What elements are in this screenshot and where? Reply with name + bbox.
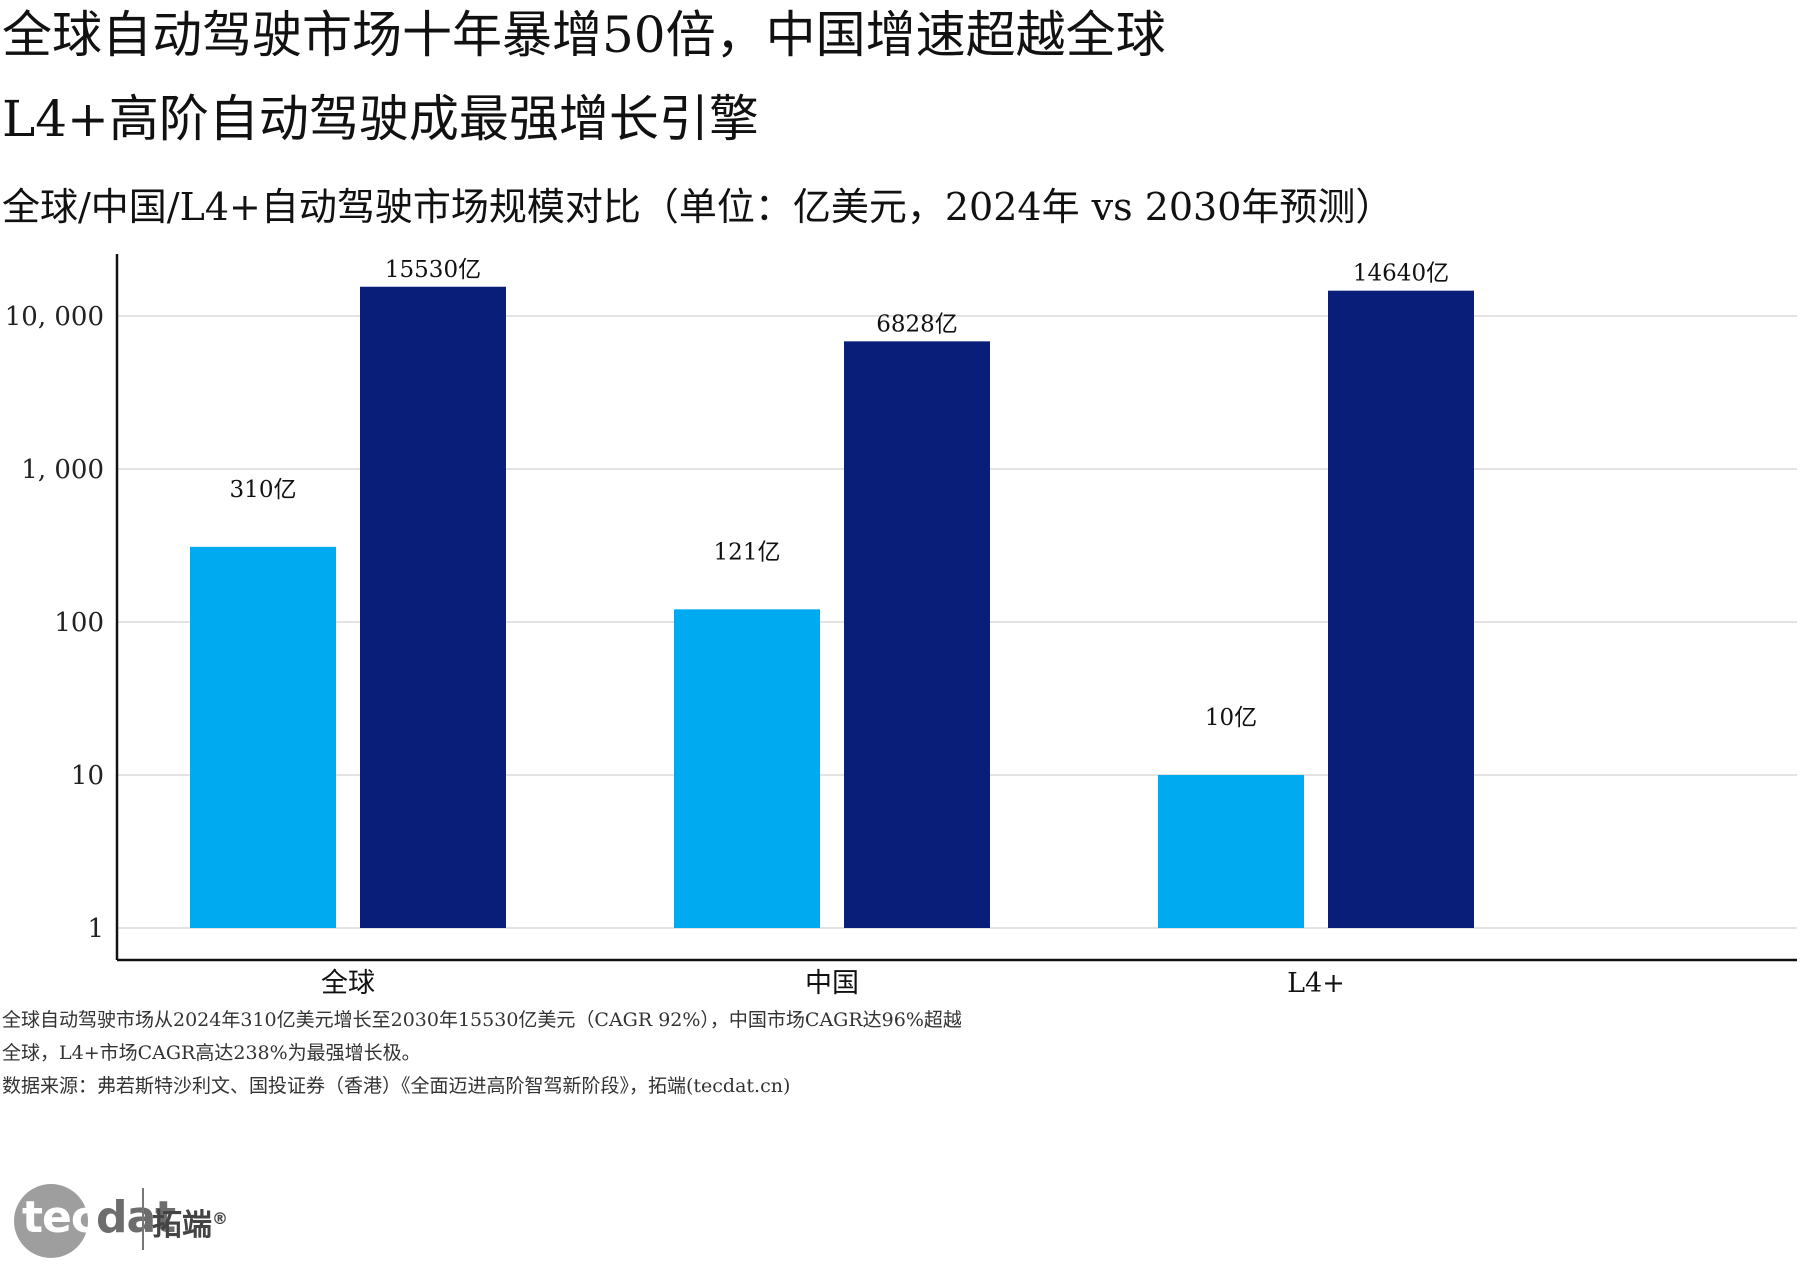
y-tick-label: 100 xyxy=(54,608,104,638)
bar xyxy=(844,341,990,928)
bar xyxy=(190,546,336,928)
footnote-line-1: 全球自动驾驶市场从2024年310亿美元增长至2030年15530亿美元（CAG… xyxy=(2,1009,962,1031)
axes: 1 10 100 1, 000 10, 000 全球 中国 L4+ xyxy=(5,254,1797,999)
data-label: 10亿 xyxy=(1205,705,1257,731)
logo-circle xyxy=(14,1184,88,1258)
bar xyxy=(1158,775,1304,928)
bar-chart: 1 10 100 1, 000 10, 000 全球 中国 L4+ 310亿 15530亿 121… xyxy=(5,254,1797,999)
tecdat-logo: tecdat 拓端® xyxy=(10,1178,250,1268)
footnote-source: 数据来源：弗若斯特沙利文、国投证券（香港）《全面迈进高阶智驾新阶段》，拓端(te… xyxy=(2,1075,791,1097)
bars xyxy=(190,286,1474,929)
y-tick-label: 1 xyxy=(87,914,104,944)
logo-separator xyxy=(142,1188,144,1250)
bar xyxy=(1328,290,1474,928)
bar xyxy=(360,286,506,929)
data-label: 15530亿 xyxy=(385,257,481,283)
footnote-line-2: 全球，L4+市场CAGR高达238%为最强增长极。 xyxy=(2,1042,421,1064)
chart-title-line2: L4+高阶自动驾驶成最强增长引擎 xyxy=(2,90,759,148)
x-tick-label: 中国 xyxy=(805,968,859,999)
footnote: 全球自动驾驶市场从2024年310亿美元增长至2030年15530亿美元（CAG… xyxy=(2,1004,962,1103)
x-tick-label: L4+ xyxy=(1287,968,1345,999)
bar xyxy=(674,609,820,928)
data-label: 6828亿 xyxy=(876,311,958,337)
y-tick-label: 10, 000 xyxy=(5,302,104,332)
y-tick-label: 10 xyxy=(71,761,104,791)
y-tick-label: 1, 000 xyxy=(21,455,104,485)
data-label: 121亿 xyxy=(714,539,781,565)
chart-title-line1: 全球自动驾驶市场十年暴增50倍，中国增速超越全球 xyxy=(2,6,1166,64)
x-tick-label: 全球 xyxy=(321,968,375,999)
labels: 310亿 15530亿 121亿 6828亿 10亿 14640亿 xyxy=(230,257,1450,731)
data-label: 310亿 xyxy=(230,477,297,503)
logo-chinese-name: 拓端® xyxy=(152,1208,228,1243)
chart-subtitle: 全球/中国/L4+自动驾驶市场规模对比（单位：亿美元，2024年 vs 2030… xyxy=(2,185,1394,229)
data-label: 14640亿 xyxy=(1353,261,1449,287)
logo-wordmark: tecdat xyxy=(22,1192,176,1243)
